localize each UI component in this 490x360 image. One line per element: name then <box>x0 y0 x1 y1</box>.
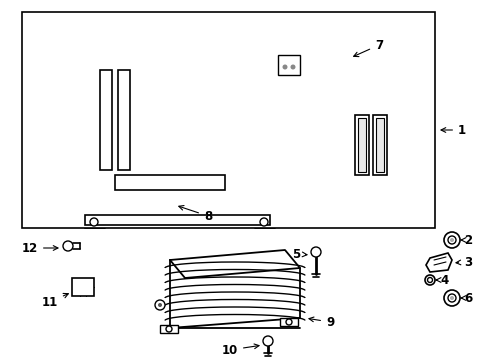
Circle shape <box>450 296 454 300</box>
Circle shape <box>158 303 162 307</box>
Circle shape <box>90 218 98 226</box>
Circle shape <box>444 232 460 248</box>
Text: 3: 3 <box>456 256 472 269</box>
Circle shape <box>425 275 435 285</box>
Circle shape <box>286 319 292 325</box>
Text: 1: 1 <box>441 123 466 136</box>
Bar <box>22 12 435 228</box>
Circle shape <box>283 64 288 69</box>
Circle shape <box>444 290 460 306</box>
Bar <box>278 55 300 75</box>
Text: 12: 12 <box>22 242 58 255</box>
Text: 11: 11 <box>42 293 68 309</box>
Bar <box>280 318 298 326</box>
Circle shape <box>166 326 172 332</box>
Circle shape <box>263 336 273 346</box>
Bar <box>100 70 112 170</box>
Circle shape <box>427 278 433 283</box>
Text: 7: 7 <box>354 39 383 57</box>
Text: 4: 4 <box>436 274 448 287</box>
Bar <box>115 175 225 190</box>
Text: 5: 5 <box>292 248 307 261</box>
Text: 9: 9 <box>309 315 334 328</box>
Bar <box>373 115 387 175</box>
Bar <box>72 278 94 296</box>
Circle shape <box>63 241 73 251</box>
Bar <box>358 118 366 172</box>
Circle shape <box>260 218 268 226</box>
Circle shape <box>311 247 321 257</box>
Circle shape <box>450 238 454 242</box>
Circle shape <box>448 294 456 302</box>
Bar <box>376 118 384 172</box>
Text: 8: 8 <box>179 206 212 222</box>
Text: 6: 6 <box>461 292 472 305</box>
Circle shape <box>155 300 165 310</box>
Bar <box>160 325 178 333</box>
Text: 2: 2 <box>461 234 472 247</box>
Circle shape <box>291 64 295 69</box>
Bar <box>118 70 130 170</box>
Bar <box>85 215 270 225</box>
Bar <box>355 115 369 175</box>
Text: 10: 10 <box>222 343 259 356</box>
Circle shape <box>448 236 456 244</box>
